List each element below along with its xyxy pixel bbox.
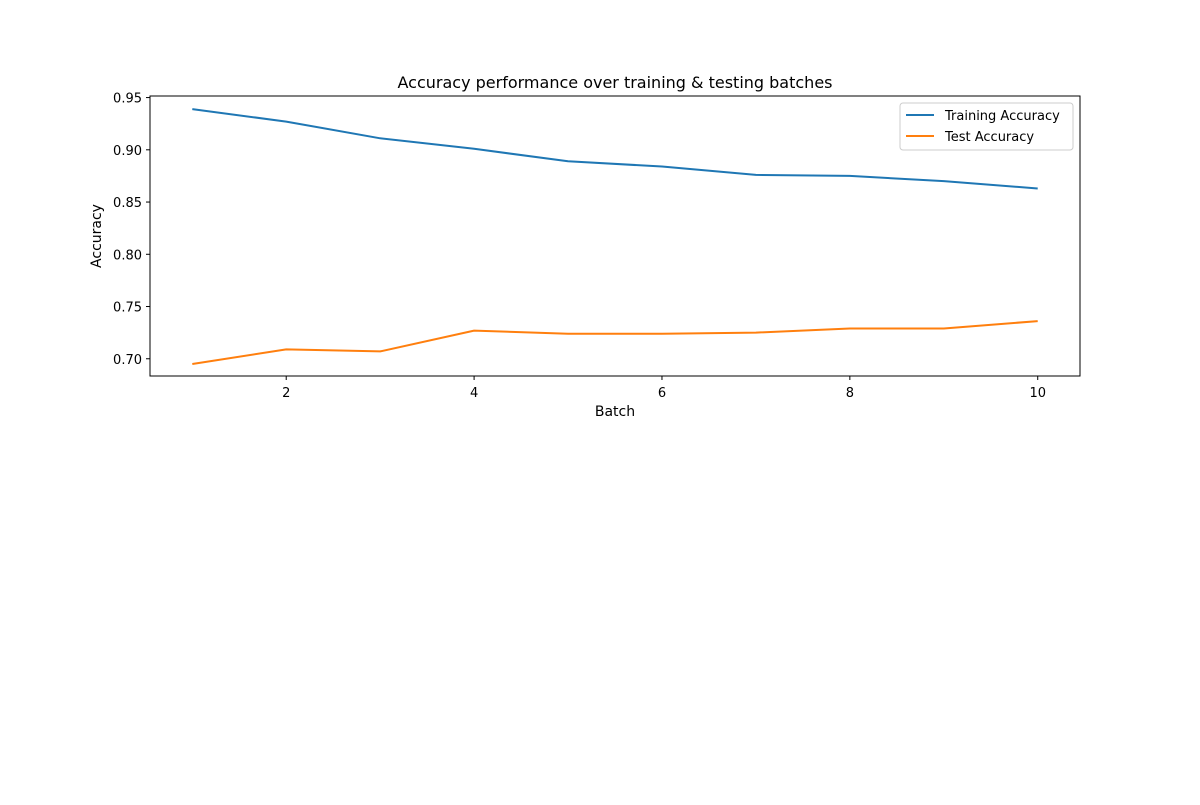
x-axis-ticks: 2 4 6 8 10 xyxy=(282,376,1046,401)
chart-title: Accuracy performance over training & tes… xyxy=(398,73,833,92)
y-tick-label: 0.90 xyxy=(113,144,142,159)
legend-box xyxy=(899,102,1074,151)
y-axis-label: Accuracy xyxy=(89,204,105,268)
y-axis-ticks: 0.70 0.75 0.80 0.85 0.90 0.95 xyxy=(113,92,150,368)
legend: Training Accuracy Test Accuracy xyxy=(899,102,1074,151)
x-axis-label: Batch xyxy=(595,404,635,420)
y-tick-label: 0.75 xyxy=(113,301,142,316)
x-tick-label: 8 xyxy=(846,386,854,401)
y-tick-label: 0.80 xyxy=(113,248,142,263)
x-tick-label: 2 xyxy=(282,386,290,401)
series-line-1 xyxy=(192,108,1038,190)
series-line-2 xyxy=(192,320,1038,365)
legend-label-2: Test Accuracy xyxy=(944,130,1034,145)
legend-label-1: Training Accuracy xyxy=(944,109,1060,124)
x-tick-label: 10 xyxy=(1029,386,1046,401)
x-tick-label: 6 xyxy=(658,386,666,401)
y-tick-label: 0.70 xyxy=(113,353,142,368)
x-tick-label: 4 xyxy=(470,386,478,401)
plot-frame xyxy=(149,95,1081,377)
plot-lines xyxy=(192,108,1038,365)
y-tick-label: 0.85 xyxy=(113,196,142,211)
y-tick-label: 0.95 xyxy=(113,92,142,107)
